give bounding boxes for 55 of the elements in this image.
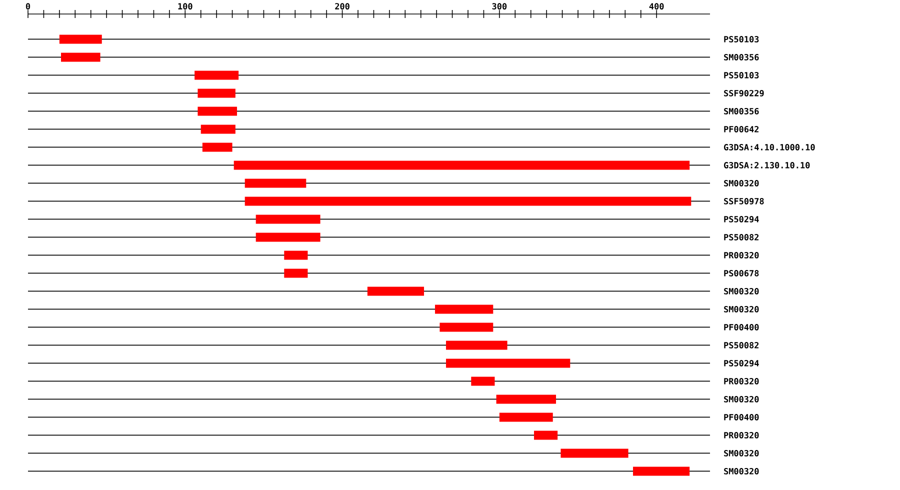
bar	[256, 214, 320, 224]
bar	[200, 124, 236, 134]
bar	[471, 376, 495, 386]
bar	[446, 340, 508, 350]
y-tick-label: G3DSA:2.130.10.10	[724, 162, 810, 168]
bar	[59, 34, 102, 44]
y-tick-label: PR00320	[724, 378, 759, 384]
bar	[284, 268, 308, 278]
bar	[560, 448, 628, 458]
y-tick-label: SM00320	[724, 450, 759, 456]
y-tick-label: PS50294	[724, 360, 759, 366]
y-tick-label: PR00320	[724, 252, 759, 258]
y-tick-label: SM00320	[724, 468, 759, 474]
y-tick-label: SM00320	[724, 288, 759, 294]
y-tick-label: PR00320	[724, 432, 759, 438]
y-tick-label: PF00400	[724, 414, 759, 420]
y-tick-label: SSF90229	[724, 90, 764, 96]
bar	[367, 286, 424, 296]
x-tick-label: 200	[335, 3, 350, 10]
y-tick-label: SM00320	[724, 180, 759, 186]
y-tick-label: PS50103	[724, 72, 759, 78]
bar	[198, 88, 236, 98]
y-tick-label: PS00678	[724, 270, 759, 276]
bar	[440, 322, 494, 332]
y-tick-label: SM00320	[724, 306, 759, 312]
bar	[446, 358, 570, 368]
bar	[234, 160, 690, 170]
bar	[198, 106, 238, 116]
x-tick-label: 400	[649, 3, 664, 10]
y-tick-label: G3DSA:4.10.1000.10	[724, 144, 815, 150]
bar	[496, 394, 556, 404]
y-tick-label: SM00356	[724, 108, 759, 114]
bar	[633, 466, 690, 476]
bar	[499, 412, 553, 422]
y-tick-label: PS50294	[724, 216, 759, 222]
bar	[194, 70, 239, 80]
bar	[284, 250, 308, 260]
y-tick-label: PS50082	[724, 342, 759, 348]
y-tick-label: SSF50978	[724, 198, 764, 204]
bar	[244, 196, 692, 206]
bar	[61, 52, 100, 62]
bar	[435, 304, 494, 314]
y-tick-label: SM00320	[724, 396, 759, 402]
x-tick-label: 300	[492, 3, 507, 10]
bar	[256, 232, 320, 242]
y-tick-label: PS50103	[724, 36, 759, 42]
y-tick-label: PF00400	[724, 324, 759, 330]
y-tick-label: PF00642	[724, 126, 759, 132]
y-tick-label: SM00356	[724, 54, 759, 60]
bar	[534, 430, 558, 440]
x-tick-label: 100	[178, 3, 192, 10]
x-tick-label: 0	[26, 3, 30, 10]
bar	[244, 178, 306, 188]
y-tick-label: PS50082	[724, 234, 759, 240]
bar	[202, 142, 232, 152]
